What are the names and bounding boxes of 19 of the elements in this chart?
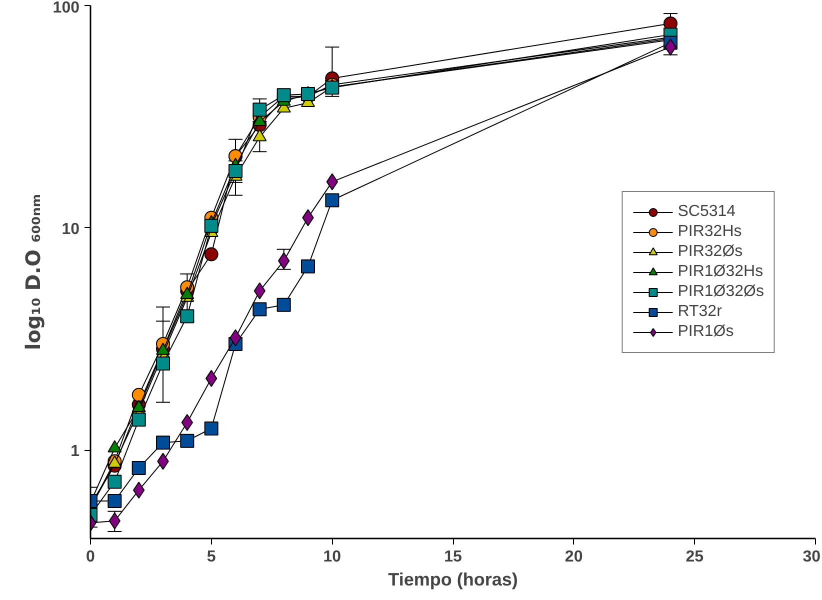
- legend-label: PIR32Øs: [678, 242, 743, 260]
- legend-label: PIR1Ø32Øs: [678, 282, 764, 300]
- y-axis-title: log₁₀ D.O ₆₀₀ₙₘ: [20, 194, 45, 350]
- y-tick-label: 1: [70, 443, 80, 460]
- legend-label: SC5314: [678, 202, 736, 220]
- x-tick-label: 20: [564, 548, 583, 566]
- legend-label: RT32r: [678, 302, 722, 320]
- x-tick-label: 0: [86, 548, 96, 566]
- legend-label: PIR1Øs: [678, 322, 734, 340]
- x-tick-label: 5: [206, 548, 216, 566]
- x-tick-label: 15: [444, 548, 462, 566]
- x-axis-title: Tiempo (horas): [388, 570, 518, 590]
- x-tick-label: 10: [323, 548, 342, 566]
- x-tick-label: 30: [802, 548, 821, 566]
- legend-label: PIR32Hs: [678, 222, 742, 240]
- y-tick-label: 10: [62, 220, 80, 238]
- x-tick-label: 25: [686, 548, 704, 566]
- legend-label: PIR1Ø32Hs: [678, 262, 764, 280]
- y-tick-label: 100: [52, 0, 80, 16]
